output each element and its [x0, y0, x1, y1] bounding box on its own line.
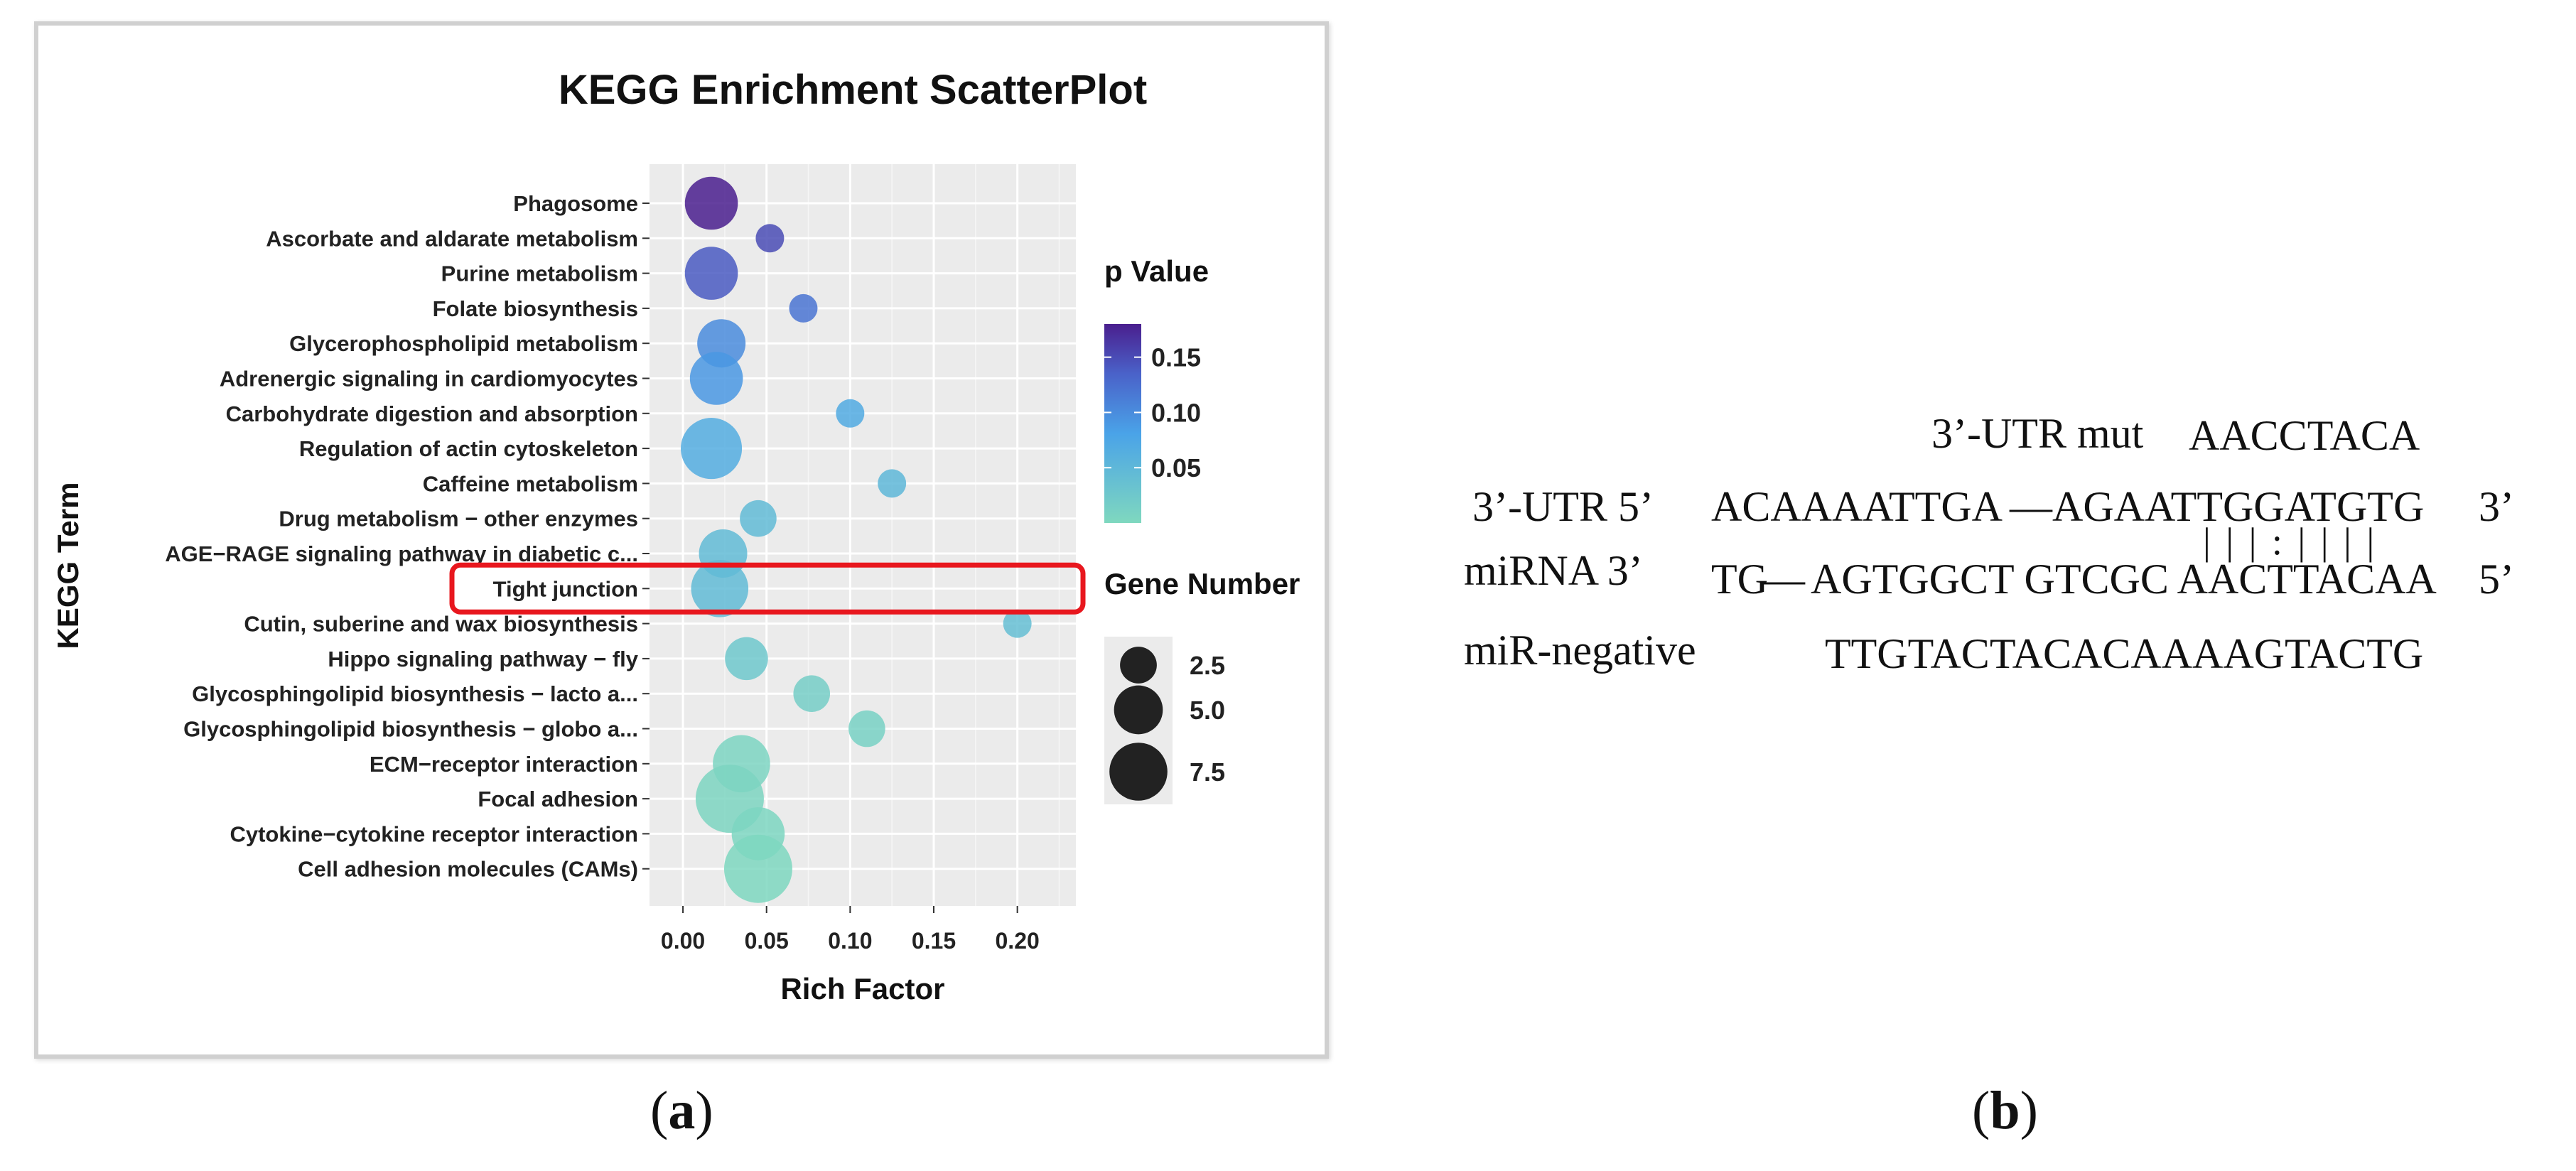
y-term-label: Tight junction — [493, 576, 638, 601]
mut-label: 3’-UTR mut — [1931, 410, 2144, 457]
y-term-label: Glycerophospholipid metabolism — [289, 331, 638, 356]
mirna-label: miRNA 3’ — [1464, 547, 1643, 594]
y-term-label: Glycosphingolipid biosynthesis − lacto a… — [192, 681, 638, 706]
utr-sequence-1: ACAAAATTGA — [1711, 483, 2003, 530]
x-tick-label: 0.20 — [996, 928, 1040, 954]
mirna-sequence-2: AGTGGCT GTCGC AACTTACAA — [1811, 556, 2437, 603]
tight-junction-highlight-box — [449, 562, 1086, 615]
kegg-scatter-plot: KEGG Enrichment ScatterPlot Phagosome Asc… — [51, 67, 1300, 1005]
x-axis-title: Rich Factor — [780, 972, 944, 1005]
color-legend-ticks: 0.15 0.10 0.05 — [1104, 343, 1201, 482]
point — [878, 469, 907, 498]
point — [848, 710, 885, 748]
mirna-dash: — — [1762, 556, 1805, 603]
points-layer — [681, 176, 1032, 903]
point — [681, 418, 743, 480]
color-tick-label: 0.15 — [1151, 343, 1201, 372]
y-term-label: Adrenergic signaling in cardiomyocytes — [220, 367, 638, 392]
size-legend-title: Gene Number — [1104, 567, 1300, 600]
utr-label: 3’-UTR 5’ — [1472, 483, 1654, 530]
point — [755, 224, 785, 253]
point — [684, 176, 738, 230]
negative-label: miR-negative — [1464, 627, 1696, 674]
point — [691, 560, 749, 617]
point — [836, 399, 865, 428]
size-legend-label: 7.5 — [1190, 757, 1225, 787]
y-term-label: Drug metabolism − other enzymes — [279, 507, 638, 531]
y-term-label: Glycosphingolipid biosynthesis − globo a… — [183, 717, 638, 742]
color-tick-label: 0.05 — [1151, 453, 1201, 482]
y-term-label: Carbohydrate digestion and absorption — [226, 401, 638, 426]
y-term-label: Folate biosynthesis — [433, 296, 638, 321]
base-pairing: | | | : | | | | — [2203, 520, 2378, 563]
panel-a-frame: KEGG Enrichment ScatterPlot Phagosome Asc… — [34, 21, 1329, 1059]
y-term-label: Phagosome — [513, 191, 638, 216]
point — [789, 293, 818, 323]
caption-b-letter: b — [1990, 1081, 2020, 1140]
y-term-label: Cutin, suberine and wax biosynthesis — [244, 612, 638, 637]
caption-b: (b) — [1972, 1081, 2038, 1140]
negative-sequence: TTGTACTACACAAAAGTACTG — [1825, 630, 2424, 677]
color-legend-title: p Value — [1104, 254, 1209, 288]
point — [793, 675, 831, 712]
utr-end: 3’ — [2479, 483, 2514, 530]
color-legend-bar — [1104, 324, 1141, 523]
mirna-end: 5’ — [2479, 556, 2514, 603]
y-term-label: ECM−receptor interaction — [370, 752, 638, 777]
size-legend-label: 5.0 — [1190, 696, 1225, 725]
y-axis-labels: Phagosome Ascorbate and aldarate metaboli… — [165, 191, 650, 882]
x-tick-label: 0.15 — [912, 928, 956, 954]
y-term-label: Purine metabolism — [441, 261, 638, 286]
y-term-label: Regulation of actin cytoskeleton — [299, 436, 638, 461]
grid-layer — [650, 164, 1076, 906]
y-term-label: AGE−RAGE signaling pathway in diabetic c… — [165, 541, 638, 566]
chart-title: KEGG Enrichment ScatterPlot — [559, 67, 1147, 113]
point — [684, 247, 738, 300]
size-legend-label: 2.5 — [1190, 651, 1225, 680]
y-term-label: Cytokine−cytokine receptor interaction — [230, 821, 638, 846]
y-term-label: Cell adhesion molecules (CAMs) — [298, 857, 638, 882]
x-tick-label: 0.05 — [745, 928, 789, 954]
point — [689, 352, 743, 405]
size-legend-circle — [1114, 685, 1163, 735]
size-legend-entries: 2.5 5.0 7.5 — [1109, 647, 1225, 801]
y-term-label: Caffeine metabolism — [423, 471, 638, 496]
utr-dash: — — [2010, 483, 2052, 530]
caption-a-letter: a — [668, 1081, 696, 1140]
y-axis-title: KEGG Term — [51, 482, 85, 649]
utr-sequence-2: AGAATTGGATGTG — [2052, 483, 2425, 530]
size-legend-circle — [1120, 647, 1157, 684]
x-tick-label: 0.00 — [661, 928, 705, 954]
point — [1003, 609, 1032, 638]
x-tick-label: 0.10 — [828, 928, 872, 954]
mirna-sequence-1: TG — [1711, 556, 1768, 603]
caption-a: (a) — [650, 1081, 713, 1140]
y-term-label: Hippo signaling pathway − fly — [328, 647, 638, 671]
y-term-label: Focal adhesion — [478, 787, 638, 811]
point — [723, 834, 792, 903]
point — [740, 500, 777, 537]
y-term-label: Ascorbate and aldarate metabolism — [266, 226, 638, 251]
point — [725, 637, 768, 681]
color-tick-label: 0.10 — [1151, 398, 1201, 427]
mut-sequence: AACCTACA — [2189, 412, 2420, 459]
x-axis-ticks: 0.00 0.05 0.10 0.15 0.20 — [661, 906, 1040, 954]
size-legend-circle — [1109, 743, 1168, 801]
